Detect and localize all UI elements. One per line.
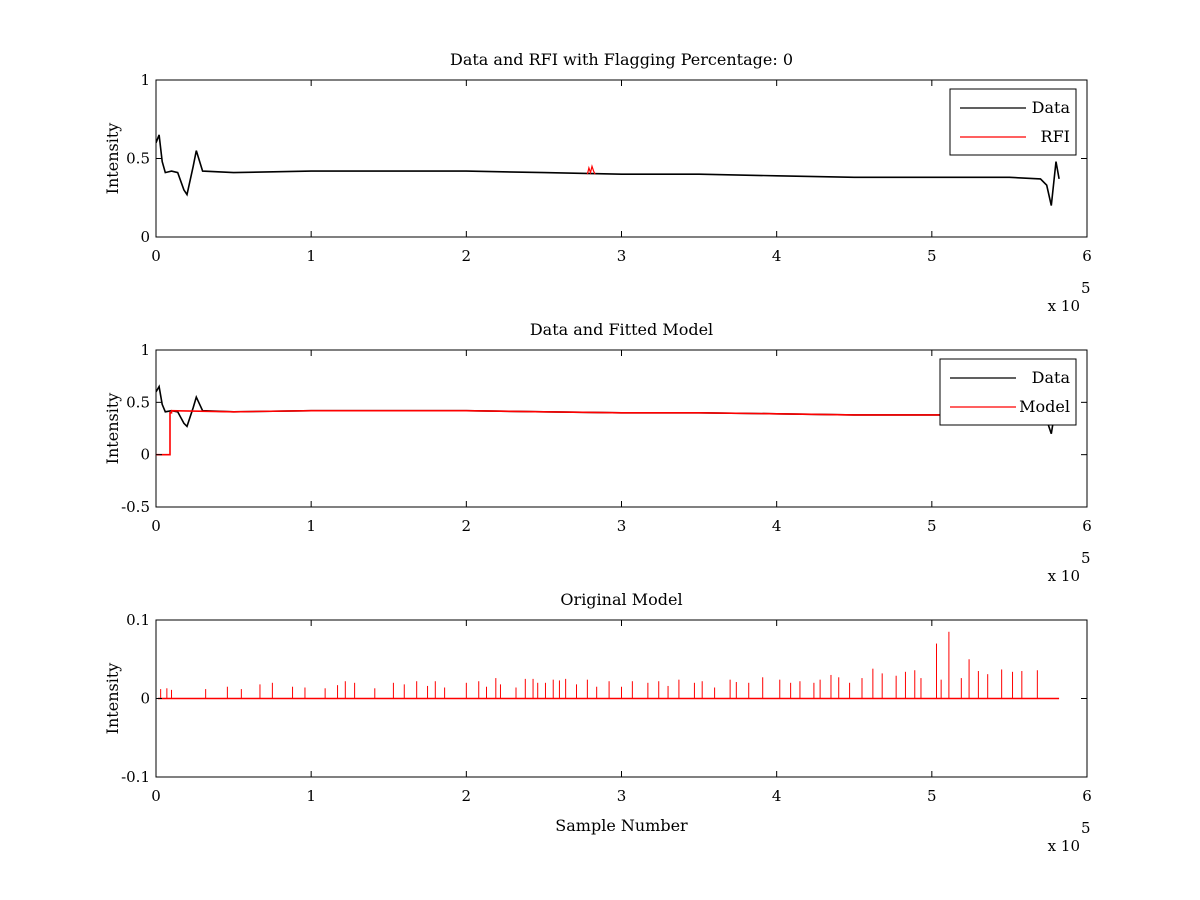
series-model-line	[156, 409, 1057, 456]
x-tick-label-5: 5	[927, 247, 937, 265]
series-data-line	[156, 134, 1060, 206]
chart-title: Data and RFI with Flagging Percentage: 0	[450, 50, 793, 69]
y-axis-label: Intensity	[103, 663, 122, 735]
x-tick-label-4: 4	[772, 787, 782, 805]
x-tick-label-4: 4	[772, 517, 782, 535]
y-tick-label-2: 0.5	[126, 393, 150, 411]
x-tick-label-1: 1	[306, 517, 316, 535]
x-tick-label-0: 0	[151, 787, 161, 805]
x-tick-label-5: 5	[927, 787, 937, 805]
plots: 0 1 2 3 4 5 6 0 0.5 1 Data and RFI with Flagging P…	[103, 50, 1092, 855]
y-tick-label-0: -0.1	[121, 768, 150, 786]
x-tick-label-3: 3	[617, 517, 627, 535]
x-exponent-label: x 10	[1048, 837, 1080, 855]
legend-label-rfi: RFI	[1041, 127, 1070, 146]
legend-box	[939, 358, 1077, 426]
subplot-1: 0 1 2 3 4 5 6 0 0.5 1 Data and RFI with Flagging P…	[103, 50, 1092, 315]
series-group	[156, 134, 1060, 206]
y-axis-label: Intensity	[103, 123, 122, 195]
x-tick-label-3: 3	[617, 787, 627, 805]
x-exponent-power: 5	[1081, 279, 1091, 297]
chart-title: Original Model	[560, 590, 682, 609]
plot-area	[155, 349, 1088, 508]
legend-box	[949, 88, 1077, 156]
x-tick-label-6: 6	[1082, 517, 1092, 535]
x-tick-label-0: 0	[151, 247, 161, 265]
y-tick-label-2: 1	[140, 71, 150, 89]
x-exponent-label: x 10	[1048, 567, 1080, 585]
x-tick-label-4: 4	[772, 247, 782, 265]
chart-title: Data and Fitted Model	[530, 320, 713, 339]
x-exponent-label: x 10	[1048, 297, 1080, 315]
series-rfi-line	[586, 164, 596, 175]
y-tick-label-0: 0	[140, 228, 150, 246]
x-tick-label-1: 1	[306, 787, 316, 805]
x-tick-label-6: 6	[1082, 247, 1092, 265]
x-tick-label-5: 5	[927, 517, 937, 535]
x-tick-label-3: 3	[617, 247, 627, 265]
y-tick-label-3: 1	[140, 341, 150, 359]
x-exponent-power: 5	[1081, 549, 1091, 567]
legend: Data Model	[939, 358, 1077, 426]
y-tick-label-1: 0	[140, 446, 150, 464]
series-group	[158, 631, 1060, 700]
y-axis-label: Intensity	[103, 393, 122, 465]
legend: Data RFI	[949, 88, 1077, 156]
legend-label-data: Data	[1032, 368, 1071, 387]
x-tick-label-2: 2	[462, 517, 472, 535]
y-tick-label-1: 0.5	[126, 150, 150, 168]
x-tick-label-0: 0	[151, 517, 161, 535]
x-tick-label-6: 6	[1082, 787, 1092, 805]
y-tick-label-0: -0.5	[121, 498, 150, 516]
x-tick-label-2: 2	[462, 247, 472, 265]
y-tick-label-2: 0.1	[126, 611, 150, 629]
plot-area	[155, 79, 1088, 238]
y-tick-label-1: 0	[140, 690, 150, 708]
x-tick-label-1: 1	[306, 247, 316, 265]
x-axis-label: Sample Number	[555, 816, 688, 835]
x-tick-label-2: 2	[462, 787, 472, 805]
legend-label-data: Data	[1032, 98, 1071, 117]
legend-label-model: Model	[1019, 397, 1070, 416]
x-exponent-power: 5	[1081, 819, 1091, 837]
